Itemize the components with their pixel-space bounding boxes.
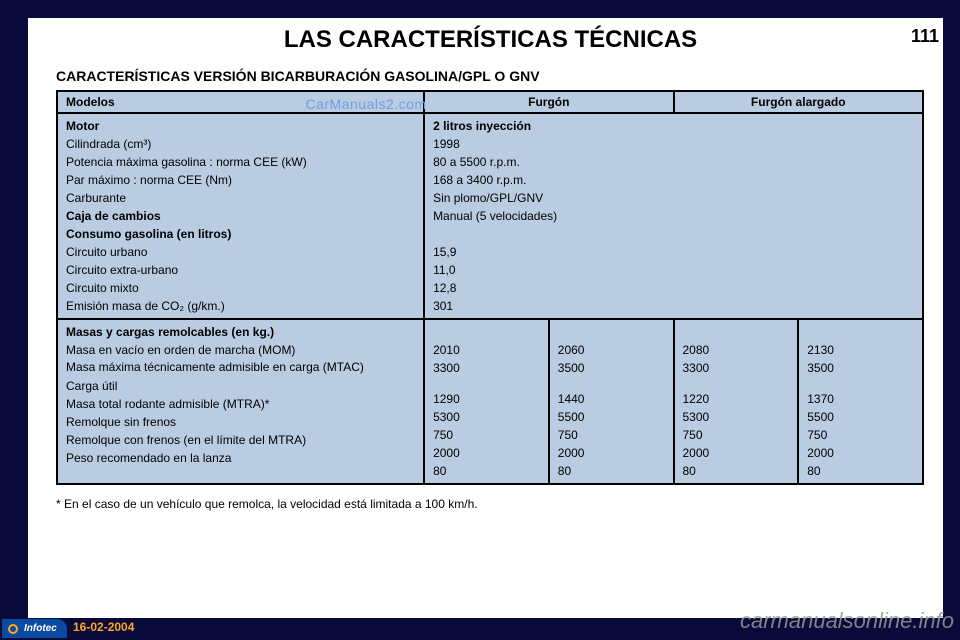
motor-value-header: 2 litros inyección	[433, 119, 531, 133]
page-background: 111 LAS CARACTERÍSTICAS TÉCNICAS CARACTE…	[0, 0, 960, 640]
page-title: LAS CARACTERÍSTICAS TÉCNICAS	[56, 26, 925, 54]
masas-cell: 2000	[683, 444, 790, 462]
masas-cell: 2000	[807, 444, 914, 462]
consumo-row-value: 15,9	[433, 243, 914, 261]
masas-header: Masas y cargas remolcables (en kg.)	[66, 325, 274, 339]
section-subtitle: CARACTERÍSTICAS VERSIÓN BICARBURACIÓN GA…	[56, 68, 925, 84]
consumo-row-label: Circuito extra-urbano	[66, 261, 415, 279]
masas-row-label: Masa máxima técnicamente admisible en ca…	[66, 359, 415, 377]
masas-cell: 5300	[433, 408, 540, 426]
masas-cell: 1220	[683, 390, 790, 408]
masas-cell: 80	[683, 462, 790, 480]
col-furgon-alargado: Furgón alargado	[674, 91, 924, 113]
motor-row-label: Carburante	[66, 189, 415, 207]
motor-header: Motor	[66, 119, 99, 133]
motor-values: 2 litros inyección 1998 80 a 5500 r.p.m.…	[424, 113, 923, 319]
consumo-row-label: Circuito mixto	[66, 279, 415, 297]
masas-row-label: Masa en vacío en orden de marcha (MOM)	[66, 341, 415, 359]
motor-labels: Motor Cilindrada (cm³) Potencia máxima g…	[57, 113, 424, 319]
consumo-row-label: Emisión masa de CO₂ (g/km.)	[66, 297, 415, 315]
infotec-label: Infotec	[24, 623, 57, 634]
page-number: 111	[911, 26, 939, 47]
masas-cell: 3500	[558, 359, 665, 390]
masas-labels: Masas y cargas remolcables (en kg.) Masa…	[57, 319, 424, 484]
masas-cell: 1370	[807, 390, 914, 408]
consumo-header: Consumo gasolina (en litros)	[66, 227, 231, 241]
masas-cell: 750	[433, 426, 540, 444]
table-header-row: Modelos Furgón Furgón alargado	[57, 91, 923, 113]
masas-cell: 80	[433, 462, 540, 480]
motor-row-value: 1998	[433, 135, 914, 153]
masas-row-label: Peso recomendado en la lanza	[66, 449, 415, 467]
masas-cell: 5500	[558, 408, 665, 426]
motor-row-label: Cilindrada (cm³)	[66, 135, 415, 153]
masas-row-label: Remolque sin frenos	[66, 413, 415, 431]
consumo-row-value: 11,0	[433, 261, 914, 279]
masas-col-4: 2130 3500 1370 5500 750 2000 80	[798, 319, 923, 484]
masas-cell: 3300	[433, 359, 540, 390]
motor-row-value: 80 a 5500 r.p.m.	[433, 153, 914, 171]
masas-cell: 1440	[558, 390, 665, 408]
masas-cell: 2000	[558, 444, 665, 462]
masas-cell: 2000	[433, 444, 540, 462]
footer-date: 16-02-2004	[73, 620, 134, 634]
masas-cell: 750	[683, 426, 790, 444]
masas-cell: 5300	[683, 408, 790, 426]
infotec-badge: Infotec	[2, 619, 67, 638]
motor-row-value: 168 a 3400 r.p.m.	[433, 171, 914, 189]
motor-block: Motor Cilindrada (cm³) Potencia máxima g…	[57, 113, 923, 319]
watermark-bottom: carmanualsonline.info	[740, 608, 954, 634]
spec-table: Modelos Furgón Furgón alargado Motor Cil…	[56, 90, 924, 485]
motor-row-label: Potencia máxima gasolina : norma CEE (kW…	[66, 153, 415, 171]
masas-cell: 750	[807, 426, 914, 444]
masas-cell: 1290	[433, 390, 540, 408]
masas-cell: 3500	[807, 359, 914, 390]
content-card: 111 LAS CARACTERÍSTICAS TÉCNICAS CARACTE…	[28, 18, 943, 618]
masas-block: Masas y cargas remolcables (en kg.) Masa…	[57, 319, 923, 484]
masas-cell: 80	[807, 462, 914, 480]
masas-row-label: Remolque con frenos (en el límite del MT…	[66, 431, 415, 449]
masas-cell: 3300	[683, 359, 790, 390]
masas-cell: 2060	[558, 341, 665, 359]
masas-cell: 750	[558, 426, 665, 444]
infotec-dot-icon	[8, 624, 18, 634]
masas-cell: 2080	[683, 341, 790, 359]
masas-cell: 80	[558, 462, 665, 480]
masas-row-label: Carga útil	[66, 377, 415, 395]
masas-col-2: 2060 3500 1440 5500 750 2000 80	[549, 319, 674, 484]
caja-label: Caja de cambios	[66, 209, 161, 223]
motor-row-label: Par máximo : norma CEE (Nm)	[66, 171, 415, 189]
masas-cell: 5500	[807, 408, 914, 426]
masas-cell: 2130	[807, 341, 914, 359]
motor-row-value: Sin plomo/GPL/GNV	[433, 189, 914, 207]
masas-cell: 2010	[433, 341, 540, 359]
masas-row-label: Masa total rodante admisible (MTRA)*	[66, 395, 415, 413]
caja-value: Manual (5 velocidades)	[433, 207, 914, 225]
masas-col-3: 2080 3300 1220 5300 750 2000 80	[674, 319, 799, 484]
consumo-row-value: 12,8	[433, 279, 914, 297]
col-models: Modelos	[57, 91, 424, 113]
col-furgon: Furgón	[424, 91, 673, 113]
consumo-row-label: Circuito urbano	[66, 243, 415, 261]
masas-col-1: 2010 3300 1290 5300 750 2000 80	[424, 319, 549, 484]
consumo-row-value: 301	[433, 297, 914, 315]
footnote: * En el caso de un vehículo que remolca,…	[56, 497, 925, 511]
